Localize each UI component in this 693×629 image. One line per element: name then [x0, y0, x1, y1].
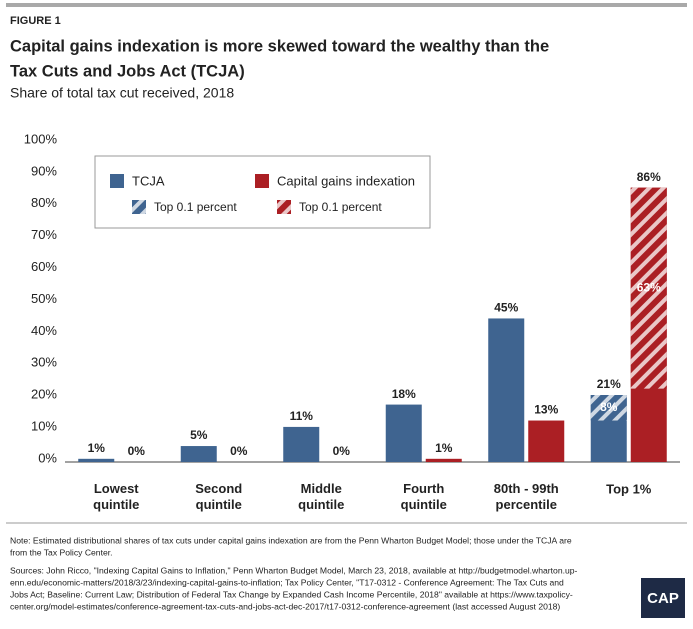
value-label: 1%	[435, 441, 453, 455]
chart-title: Tax Cuts and Jobs Act (TCJA)	[10, 62, 245, 80]
y-tick-label: 90%	[31, 163, 57, 178]
value-label: 11%	[290, 409, 314, 423]
note: from the Tax Policy Center.	[10, 547, 113, 557]
y-tick-label: 60%	[31, 259, 57, 274]
bar	[78, 458, 115, 462]
y-tick-label: 10%	[31, 419, 57, 434]
legend-swatch	[277, 200, 291, 214]
y-tick-label: 0%	[38, 450, 57, 465]
y-tick-label: 50%	[31, 291, 57, 306]
legend-label: Capital gains indexation	[277, 173, 415, 188]
chart-title: Capital gains indexation is more skewed …	[10, 37, 549, 55]
x-tick-label: Second quintile	[195, 481, 242, 512]
sources: enn.edu/economic-matters/2018/3/23/index…	[10, 577, 564, 587]
bar	[425, 458, 462, 462]
legend-swatch	[255, 174, 269, 188]
y-tick-label: 20%	[31, 387, 57, 402]
chart-subtitle: Share of total tax cut received, 2018	[10, 85, 234, 101]
y-tick-label: 70%	[31, 227, 57, 242]
y-tick-label: 100%	[24, 131, 58, 146]
value-label: 0%	[128, 444, 146, 458]
value-label: 0%	[230, 444, 248, 458]
value-label: 18%	[392, 387, 416, 401]
value-label: 45%	[494, 301, 518, 315]
logo-box	[641, 578, 685, 618]
x-tick-label: 80th - 99th percentile	[494, 481, 559, 512]
bar	[488, 318, 525, 462]
y-tick-label: 40%	[31, 323, 57, 338]
sub-value-label: 8%	[600, 400, 618, 414]
value-label: 13%	[534, 403, 558, 417]
legend-label: Top 0.1 percent	[154, 200, 237, 214]
sub-bar	[630, 187, 667, 389]
sources: center.org/model-estimates/conference-ag…	[10, 601, 560, 611]
bar	[385, 404, 422, 462]
logo: CAP	[647, 590, 679, 607]
value-label: 5%	[190, 428, 208, 442]
legend-label: Top 0.1 percent	[299, 200, 382, 214]
legend-swatch	[132, 200, 146, 214]
bar	[180, 446, 217, 462]
value-label: 21%	[597, 377, 621, 391]
bar	[283, 426, 320, 462]
x-tick-label: Fourth quintile	[401, 481, 447, 512]
top-rule	[6, 3, 687, 7]
figure-label: FIGURE 1	[10, 15, 61, 27]
sources: Sources: John Ricco, "Indexing Capital G…	[10, 565, 578, 575]
legend-label: TCJA	[132, 173, 165, 188]
note: Note: Estimated distributional shares of…	[10, 535, 572, 545]
x-tick-label: Lowest quintile	[93, 481, 139, 512]
sub-bar	[590, 395, 627, 421]
legend-swatch	[110, 174, 124, 188]
sub-value-label: 63%	[637, 280, 661, 294]
x-tick-label: Middle quintile	[298, 481, 344, 512]
y-tick-label: 80%	[31, 195, 57, 210]
y-tick-label: 30%	[31, 355, 57, 370]
value-label: 1%	[88, 441, 106, 455]
value-label: 0%	[333, 444, 351, 458]
value-label: 86%	[637, 170, 661, 184]
sources: Jobs Act; Baseline: Current Law; Distrib…	[10, 589, 573, 599]
x-tick-label: Top 1%	[606, 481, 652, 496]
legend-box	[94, 155, 431, 229]
bar	[528, 420, 565, 462]
